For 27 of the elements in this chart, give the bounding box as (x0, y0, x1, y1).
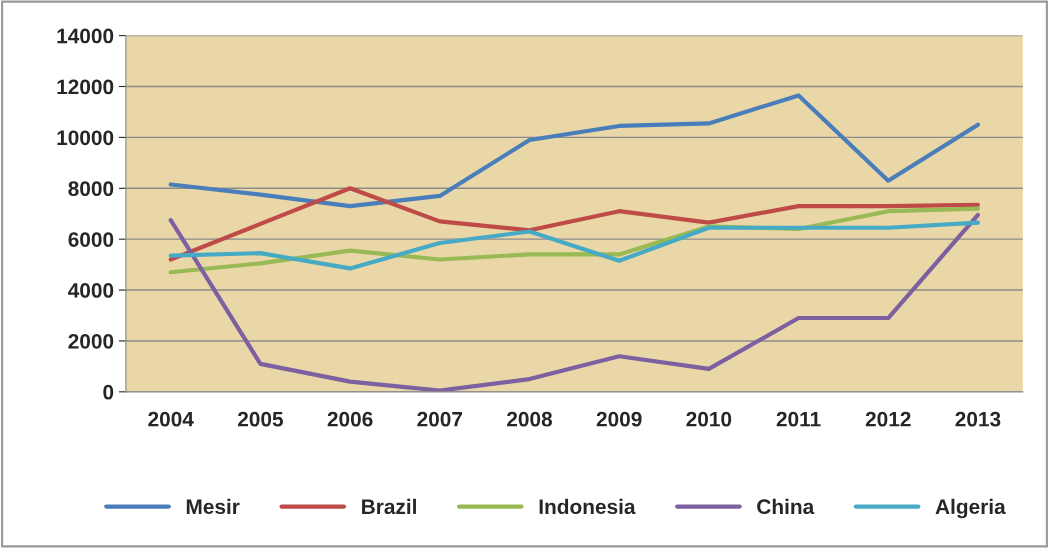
x-tick-label: 2011 (776, 411, 821, 427)
y-tick-label: 10000 (57, 130, 114, 146)
legend-label: Indonesia (539, 498, 636, 515)
y-tick-label: 6000 (68, 232, 114, 247)
legend-label: Algeria (935, 498, 1006, 519)
x-tick-label: 2008 (507, 411, 553, 427)
x-tick-label: 2009 (596, 411, 642, 427)
legend-label: Brazil (362, 498, 416, 515)
y-tick-label: 4000 (68, 283, 114, 298)
x-tick-label: 2006 (327, 411, 373, 427)
y-tick-label: 12000 (57, 79, 114, 95)
x-tick-label: 2005 (237, 411, 284, 427)
line-series (168, 93, 981, 209)
y-tick-label: 2000 (68, 333, 114, 349)
line-series (168, 220, 981, 271)
x-tick-label: 2007 (417, 411, 463, 427)
legend-label: China (757, 498, 815, 515)
x-tick-label: 2012 (865, 411, 911, 427)
x-tick-label: 2013 (955, 411, 1001, 427)
x-tick-label: 2004 (148, 411, 194, 427)
legend-label: Mesir (186, 498, 240, 515)
line-series (168, 212, 981, 392)
y-tick-label: 8000 (68, 181, 114, 197)
y-tick-label: 14000 (57, 28, 114, 44)
y-tick-label: 0 (103, 384, 114, 400)
x-tick-label: 2010 (686, 411, 732, 427)
line-series (168, 186, 981, 262)
